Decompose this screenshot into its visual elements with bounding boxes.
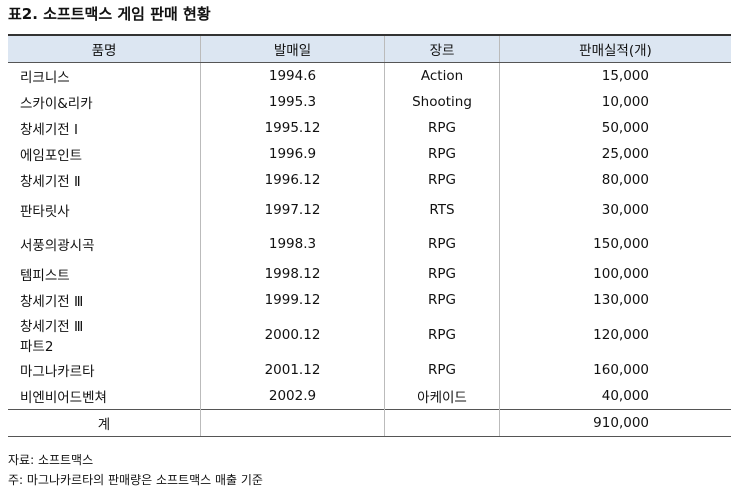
title: 표2. 소프트맥스 게임 판매 현황 [8,5,211,23]
table-cell: 2001.12 [200,357,385,383]
table-cell: 에임포인트 [8,141,201,167]
table-row: 마그나카르타 2001.12 RPG 160,000 [8,357,731,383]
table-cell: 50,000 [499,115,731,141]
table-cell: 스카이&리카 [8,89,201,115]
table-cell: RPG [384,313,500,357]
table-cell: Action [384,62,500,89]
table-cell: 10,000 [499,89,731,115]
table-cell: 30,000 [499,193,731,227]
table-cell: 리크니스 [8,62,201,89]
table-cell: RPG [384,115,500,141]
table-cell: 판타릿사 [8,193,201,227]
table-cell: 120,000 [499,313,731,357]
table-cell: 1995.12 [200,115,385,141]
table-cell: 1996.9 [200,141,385,167]
table-row: 창세기전 Ⅲ 파트2 2000.12 RPG 120,000 [8,313,731,357]
table-cell: 130,000 [499,287,731,313]
table-cell: 2002.9 [200,383,385,410]
header-row: 품명 발매일 장르 판매실적(개) [8,34,731,63]
table-row: 비엔비어드벤쳐 2002.9 아케이드 40,000 [8,383,731,410]
table-cell: 150,000 [499,227,731,261]
table-cell: 1994.6 [200,62,385,89]
table-row: 에임포인트 1996.9 RPG 25,000 [8,141,731,167]
total-row: 계 910,000 [8,409,731,437]
table-cell: 160,000 [499,357,731,383]
header-cell: 발매일 [200,34,385,63]
table-cell: 창세기전 Ⅲ [8,287,201,313]
table-cell: 마그나카르타 [8,357,201,383]
table-cell: 비엔비어드벤쳐 [8,383,201,410]
empty-cell [384,409,500,437]
table-row: 스카이&리카 1995.3 Shooting 10,000 [8,89,731,115]
table-cell: 창세기전 Ⅲ 파트2 [8,313,201,357]
table-cell: 40,000 [499,383,731,410]
header-cell: 품명 [8,34,201,63]
table-cell: 1995.3 [200,89,385,115]
table-row: 리크니스 1994.6 Action 15,000 [8,62,731,89]
table-row: 창세기전 Ⅰ 1995.12 RPG 50,000 [8,115,731,141]
table-cell: 15,000 [499,62,731,89]
table-cell: 1998.12 [200,261,385,287]
table-cell: RPG [384,227,500,261]
table-cell: 서풍의광시곡 [8,227,201,261]
empty-cell [200,409,385,437]
table-cell: RPG [384,287,500,313]
table-cell: 2000.12 [200,313,385,357]
table-cell: RPG [384,261,500,287]
table-cell: RPG [384,167,500,193]
table-cell: 25,000 [499,141,731,167]
table-row: 서풍의광시곡 1998.3 RPG 150,000 [8,227,731,261]
sales-table: 품명 발매일 장르 판매실적(개) 리크니스 1994.6 Action 15,000 스카이… [8,34,731,437]
footnote: 주: 마그나카르타의 판매량은 소프트맥스 매출 기준 [8,473,263,487]
table-cell: RTS [384,193,500,227]
table-cell: 80,000 [499,167,731,193]
total-label: 계 [8,409,201,437]
table-cell: 1999.12 [200,287,385,313]
total-value: 910,000 [499,409,731,437]
header-cell: 장르 [384,34,500,63]
table-row: 템피스트 1998.12 RPG 100,000 [8,261,731,287]
source-note: 자료: 소프트맥스 [8,453,94,467]
table-cell: 템피스트 [8,261,201,287]
table-cell: RPG [384,141,500,167]
table-cell: 창세기전 Ⅰ [8,115,201,141]
table-cell: RPG [384,357,500,383]
table-row: 창세기전 Ⅲ 1999.12 RPG 130,000 [8,287,731,313]
header-cell: 판매실적(개) [499,34,731,63]
table-cell: 창세기전 Ⅱ [8,167,201,193]
table-cell: 아케이드 [384,383,500,410]
table-row: 창세기전 Ⅱ 1996.12 RPG 80,000 [8,167,731,193]
table-row: 판타릿사 1997.12 RTS 30,000 [8,193,731,227]
table-cell: 100,000 [499,261,731,287]
table-cell: Shooting [384,89,500,115]
table-cell: 1998.3 [200,227,385,261]
table-cell: 1996.12 [200,167,385,193]
table-cell: 1997.12 [200,193,385,227]
